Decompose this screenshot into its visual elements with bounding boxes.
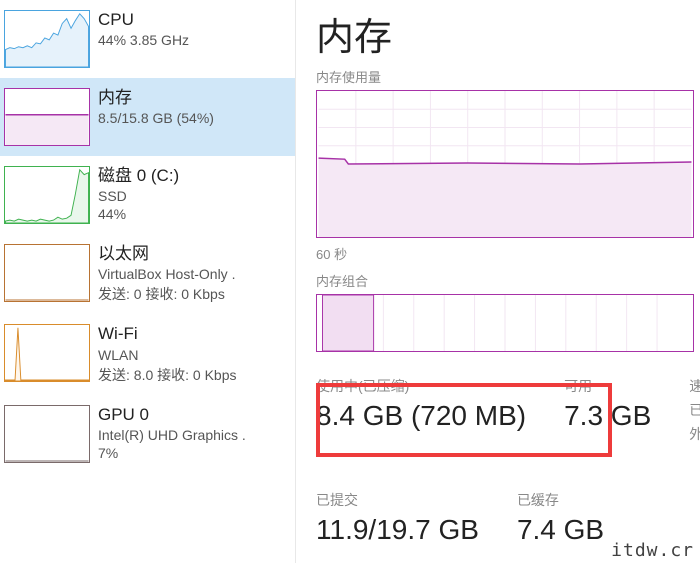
sidebar-item-memory[interactable]: 内存 8.5/15.8 GB (54%): [0, 78, 295, 156]
ethernet-thumb-chart: [4, 244, 90, 302]
memory-combo-chart: [316, 294, 694, 352]
sidebar-item-ethernet[interactable]: 以太网 VirtualBox Host-Only . 发送: 0 接收: 0 Kbp…: [0, 234, 295, 314]
memory-thumb-chart: [4, 88, 90, 146]
stat-value: 8.4 GB (720 MB): [316, 400, 526, 432]
stat-label: 可用: [564, 376, 651, 396]
sidebar-item-title: 以太网: [98, 244, 235, 264]
sidebar-item-sub2: 7%: [98, 445, 246, 461]
sidebar-item-sub1: 44% 3.85 GHz: [98, 32, 189, 48]
stat-label: 已缓存: [517, 490, 604, 510]
sidebar-item-sub1: Intel(R) UHD Graphics .: [98, 427, 246, 443]
sidebar-item-wifi[interactable]: Wi-Fi WLAN 发送: 8.0 接收: 0 Kbps: [0, 314, 295, 394]
disk-thumb-chart: [4, 166, 90, 224]
axis-label: 60 秒: [316, 244, 700, 263]
sidebar-item-sub2: 发送: 0 接收: 0 Kbps: [98, 284, 235, 304]
gpu-thumb-chart: [4, 405, 90, 463]
stat-value: 7.3 GB: [564, 400, 651, 432]
watermark: itdw.cr: [611, 540, 694, 561]
cpu-thumb-chart: [4, 10, 90, 68]
sidebar-item-sub2: 44%: [98, 206, 179, 222]
memory-stats: 使用中(已压缩) 8.4 GB (720 MB) 可用 7.3 GB 速已外已提交 11.…: [316, 376, 700, 546]
sidebar-item-sub1: 8.5/15.8 GB (54%): [98, 110, 214, 126]
memory-usage-chart: [316, 90, 694, 238]
sidebar-item-cpu[interactable]: CPU 44% 3.85 GHz: [0, 0, 295, 78]
page-title: 内存: [316, 6, 700, 61]
sidebar-item-sub1: SSD: [98, 188, 179, 204]
combo-chart-label: 内存组合: [316, 271, 700, 290]
sidebar-item-title: 内存: [98, 88, 214, 108]
usage-chart-label: 内存使用量: [316, 67, 700, 86]
stat-block: 速已外: [689, 376, 700, 448]
sidebar-item-title: CPU: [98, 10, 189, 30]
stat-block: 使用中(已压缩) 8.4 GB (720 MB): [316, 376, 526, 448]
sidebar-item-title: Wi-Fi: [98, 324, 237, 344]
stat-label: 使用中(已压缩): [316, 376, 526, 396]
stat-value: 7.4 GB: [517, 514, 604, 546]
stat-value: 11.9/19.7 GB: [316, 514, 479, 546]
sidebar-item-sub1: VirtualBox Host-Only .: [98, 266, 235, 282]
sidebar-item-title: 磁盘 0 (C:): [98, 166, 179, 186]
main-panel: 内存 内存使用量 60 秒 内存组合 使用中(已压缩) 8.4 GB (720 M…: [296, 0, 700, 563]
stat-block: 已提交 11.9/19.7 GB: [316, 490, 479, 546]
sidebar-item-sub1: WLAN: [98, 347, 237, 363]
sidebar-item-gpu[interactable]: GPU 0 Intel(R) UHD Graphics . 7%: [0, 395, 295, 473]
sidebar-item-disk[interactable]: 磁盘 0 (C:) SSD 44%: [0, 156, 295, 234]
stat-block: 已缓存 7.4 GB: [517, 490, 604, 546]
stat-label: 速: [689, 376, 700, 396]
sidebar: CPU 44% 3.85 GHz 内存 8.5/15.8 GB (54%) 磁盘 0 (…: [0, 0, 296, 563]
sidebar-item-title: GPU 0: [98, 405, 246, 425]
wifi-thumb-chart: [4, 324, 90, 382]
stat-label: 已提交: [316, 490, 479, 510]
stat-block: 可用 7.3 GB: [564, 376, 651, 448]
sidebar-item-sub2: 发送: 8.0 接收: 0 Kbps: [98, 365, 237, 385]
